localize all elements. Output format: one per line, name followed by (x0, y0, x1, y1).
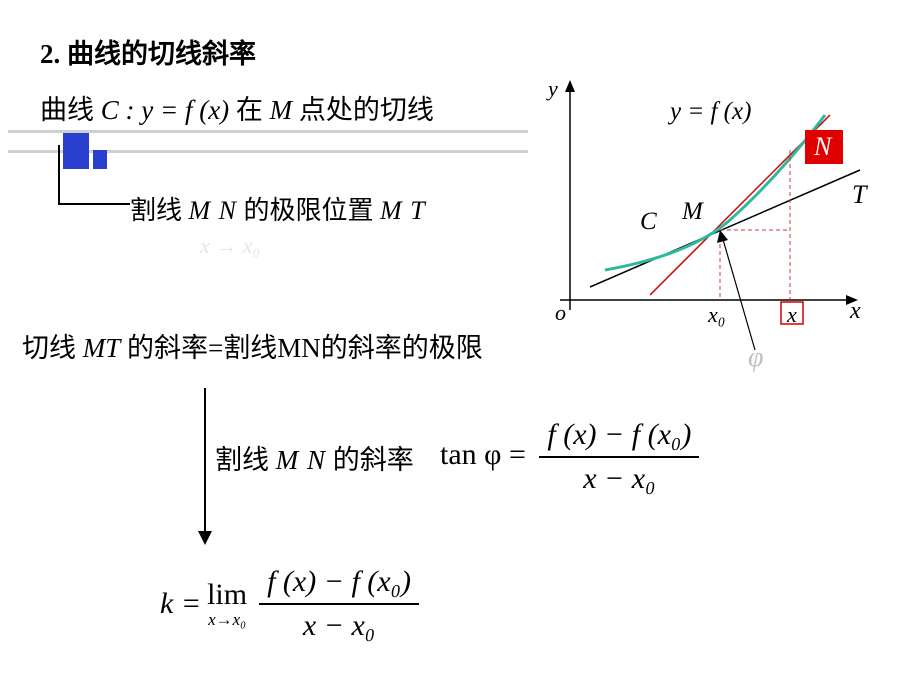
fraction: f (x) − f (x₀) x − x₀ (259, 565, 419, 643)
text: 的极限位置 (237, 196, 380, 225)
numerator: f (x) − f (x₀) (539, 418, 699, 456)
label-y: y (548, 76, 558, 102)
text-line-4: 割线 M N 的斜率 (215, 438, 414, 477)
label-x0: x₀ (708, 302, 725, 328)
lim-subscript: x→x₀ (207, 610, 247, 630)
label-o: o (555, 300, 566, 326)
blue-bar (93, 150, 107, 169)
curve (605, 115, 825, 270)
tangent-line (590, 170, 860, 287)
phi-arrow (722, 236, 755, 350)
lhs: tan φ = (440, 438, 526, 471)
lim-label: lim (207, 578, 247, 612)
text: 曲线 (40, 95, 101, 125)
ghost-text: x → x₀ (200, 233, 260, 259)
math: M N (189, 196, 238, 225)
decorative-bars (8, 130, 138, 190)
math: M (270, 95, 293, 125)
tangent-graph: y y = f (x) N T C M o x₀ x x φ (550, 80, 880, 360)
tanphi-formula: tan φ = f (x) − f (x₀) x − x₀ (440, 418, 705, 496)
math: M T (380, 196, 426, 225)
label-xaxis: x (850, 298, 861, 325)
text-line-3: 切线 MT 的斜率=割线MN的斜率的极限 (22, 326, 483, 365)
label-eq: y = f (x) (670, 98, 751, 126)
text-line-1: 曲线 C : y = f (x) 在 M 点处的切线 (40, 88, 434, 127)
k-lim-formula: k = lim x→x₀ f (x) − f (x₀) x − x₀ (160, 565, 425, 643)
label-n: N (814, 132, 831, 162)
text: 割线 (215, 445, 276, 475)
text: 在 (229, 95, 270, 125)
down-arrow (204, 388, 206, 543)
limit: lim x→x₀ (207, 578, 247, 630)
fraction: f (x) − f (x₀) x − x₀ (539, 418, 699, 496)
text: 割线 (130, 196, 189, 225)
label-t: T (852, 180, 866, 210)
y-arrowhead (565, 80, 575, 92)
slide-content: 2. 曲线的切线斜率 曲线 C : y = f (x) 在 M 点处的切线 割线… (0, 0, 920, 690)
text-line-2: 割线 M N 的极限位置 M T (130, 190, 426, 227)
text: 的斜率=割线MN的斜率的极限 (120, 333, 482, 363)
label-phi: φ (748, 342, 764, 374)
math: MT (83, 333, 121, 363)
blue-bar (63, 133, 89, 169)
k-eq: k = (160, 587, 201, 621)
math: C : y = f (x) (101, 95, 229, 125)
label-x: x (787, 302, 797, 328)
text: 切线 (22, 333, 83, 363)
numerator: f (x) − f (x₀) (259, 565, 419, 603)
connector-line (58, 203, 130, 205)
label-m: M (682, 198, 703, 226)
text: 点处的切线 (292, 95, 434, 125)
denominator: x − x₀ (259, 603, 419, 643)
denominator: x − x₀ (539, 456, 699, 496)
connector-line (58, 145, 60, 205)
text: 的斜率 (326, 445, 414, 475)
section-heading: 2. 曲线的切线斜率 (40, 32, 256, 71)
math: M N (276, 445, 326, 475)
label-c: C (640, 208, 657, 236)
